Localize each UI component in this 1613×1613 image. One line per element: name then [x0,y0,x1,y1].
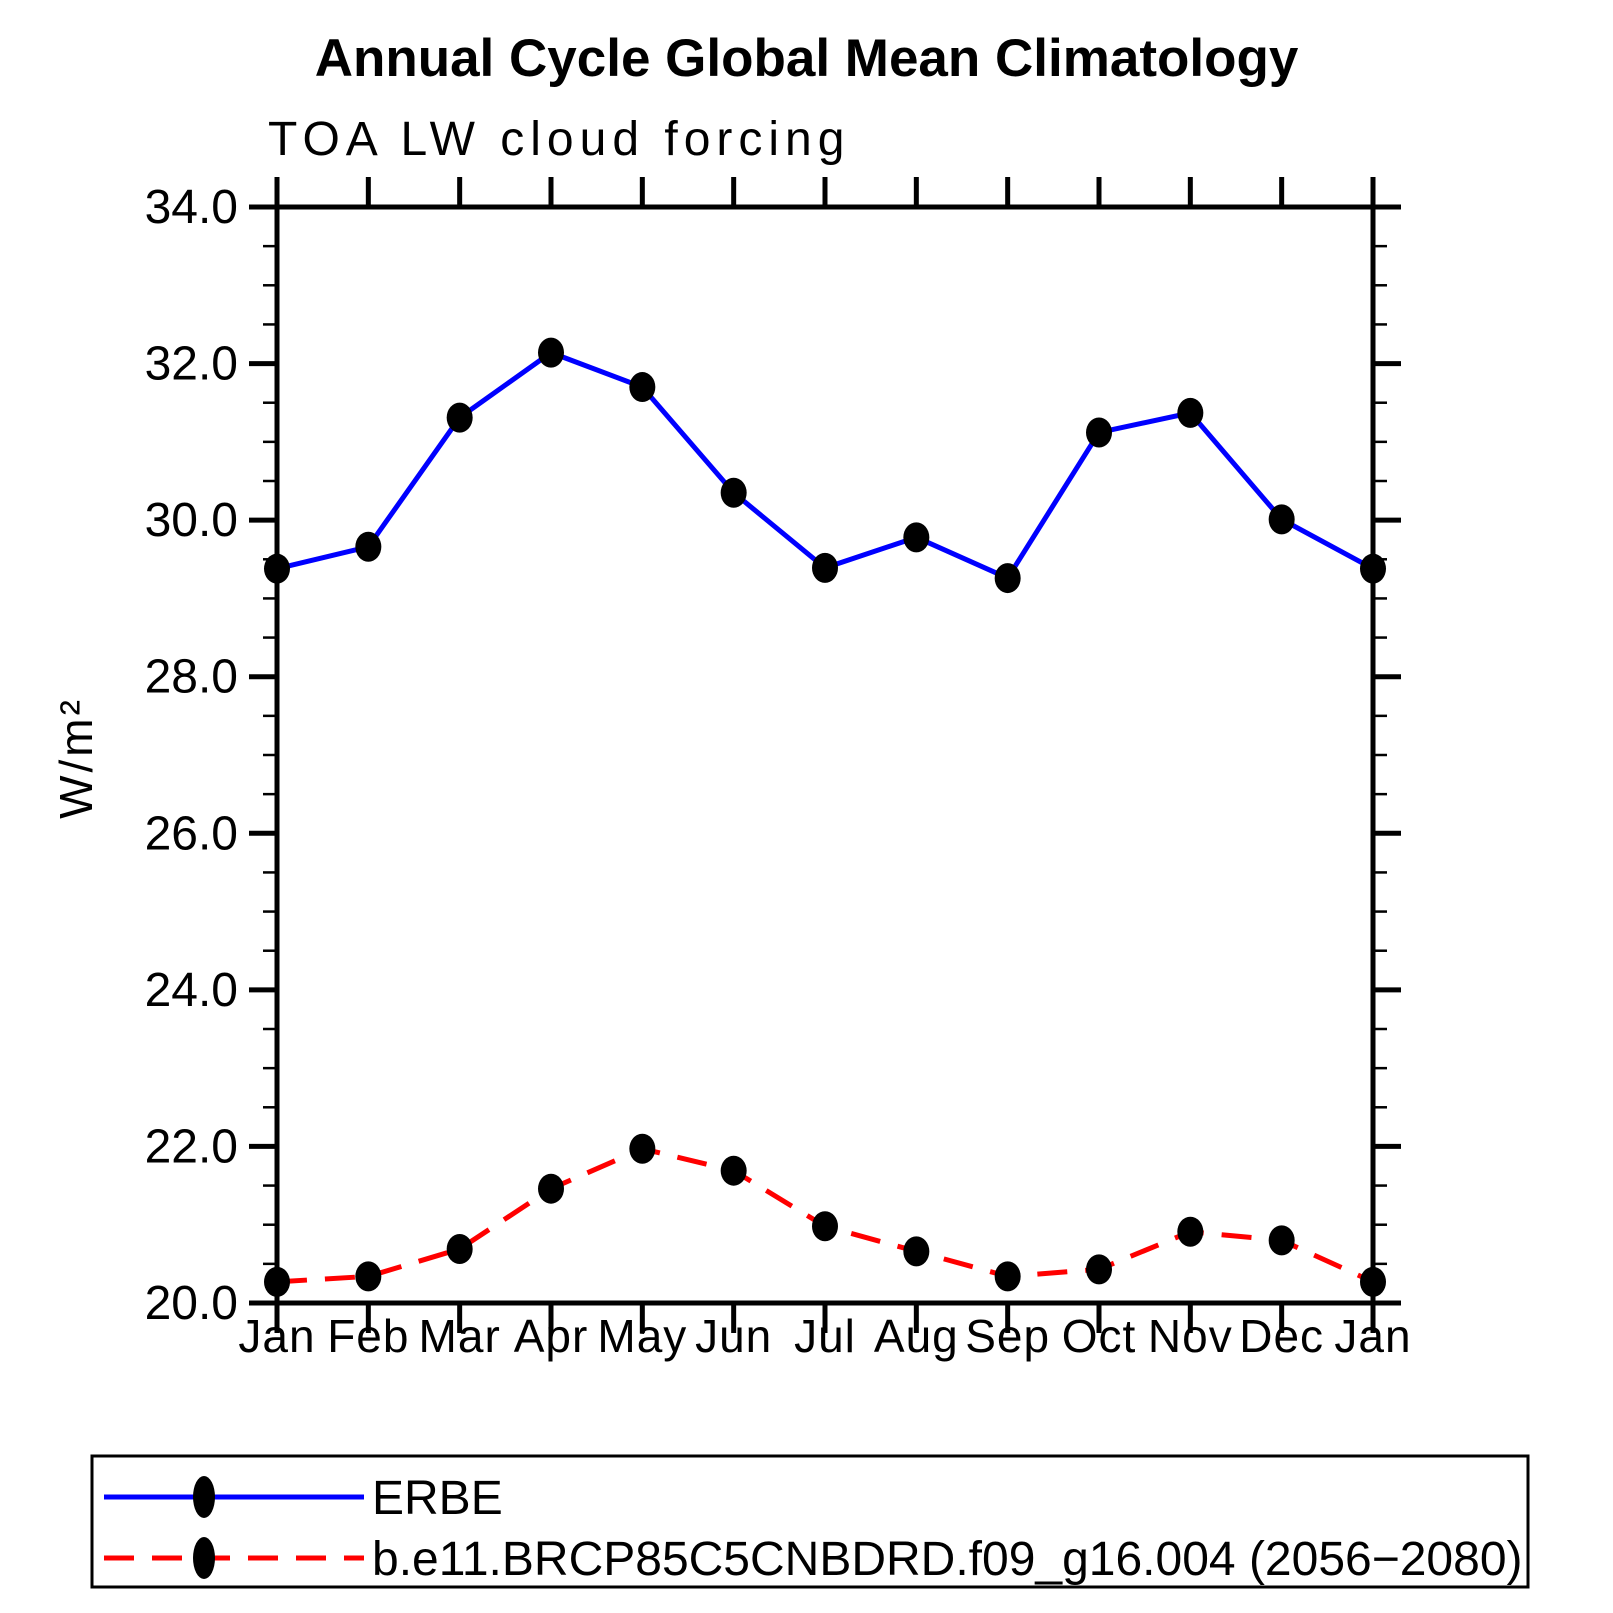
series-1-point [720,1155,747,1186]
x-tick-label: Mar [419,1310,501,1362]
series-1-point [994,1261,1021,1292]
x-tick-label: Jan [1334,1310,1411,1362]
x-tick-label: Apr [514,1310,589,1362]
series-1-point [1360,1266,1386,1297]
y-tick-label: 34.0 [145,181,238,234]
y-tick-label: 22.0 [145,1120,238,1173]
x-tick-labels: Jan Feb Mar Apr May Jun Jul Aug Sep Oct Nov Dec Jan [238,1310,1411,1362]
legend-marker [193,1537,215,1579]
series-0-point [994,563,1021,594]
series-0-point [1268,504,1295,535]
series-0-point [812,552,838,583]
legend-entry-1: b.e11.BRCP85C5CNBDRD.f09_g16.004 (2056−2… [104,1533,1523,1586]
series-0-point [264,553,290,584]
chart-subtitle: TOA LW cloud forcing [268,113,851,166]
legend-entry-0: ERBE [104,1472,503,1525]
y-tick-label: 24.0 [145,964,238,1017]
x-tick-label: Jan [238,1310,315,1362]
x-tick-label: Oct [1062,1310,1137,1362]
legend-marker [193,1476,215,1518]
legend-box [90,1454,1530,1589]
x-tick-label: May [597,1310,687,1362]
series-1-point [903,1236,930,1267]
series-0-line [276,349,1375,582]
series-1-point [812,1211,838,1242]
legend-label: b.e11.BRCP85C5CNBDRD.f09_g16.004 (2056−2… [372,1533,1523,1586]
series-1-point [355,1261,382,1292]
y-tick-label: 20.0 [145,1277,238,1330]
x-tick-label: Sep [965,1310,1050,1362]
y-tick-labels: 20.0 22.0 24.0 26.0 28.0 30.0 32.0 34.0 [145,181,238,1330]
x-tick-label: Jul [794,1310,856,1362]
x-tick-label: Dec [1239,1310,1324,1362]
series-1 [264,1133,1386,1297]
x-tick-label: Jun [695,1310,772,1362]
series-1-point [446,1233,473,1264]
y-axis-ticks [249,204,1401,1306]
y-tick-label: 30.0 [145,494,238,547]
legend-label: ERBE [372,1472,503,1525]
series-0 [264,337,1386,594]
x-tick-label: Nov [1148,1310,1233,1362]
series-0-point [1086,417,1112,448]
chart-title: Annual Cycle Global Mean Climatology [314,29,1299,88]
y-tick-label: 32.0 [145,338,238,391]
x-tick-label: Feb [327,1310,409,1362]
series-0-point [355,531,382,562]
plot-frame [274,204,1376,1306]
legend: ERBE b.e11.BRCP85C5CNBDRD.f09_g16.004 (20… [90,1454,1530,1589]
series-0-point [538,337,564,368]
y-tick-label: 28.0 [145,651,238,704]
series-0-point [446,402,473,433]
series-1-point [538,1173,564,1204]
series-1-point [1177,1216,1204,1247]
y-axis-title: W/m² [50,697,102,819]
series-1-point [264,1266,290,1297]
series-0-point [720,477,747,508]
y-tick-label: 26.0 [145,807,238,860]
series-0-point [629,372,656,403]
x-tick-label: Aug [874,1310,959,1362]
series-1-point [1086,1254,1112,1285]
series-0-point [1177,397,1204,428]
series-1-point [629,1133,656,1164]
series-1-point [1268,1225,1295,1256]
series-0-point [1360,553,1386,584]
x-axis-ticks [274,177,1376,1333]
series-0-point [903,522,930,553]
